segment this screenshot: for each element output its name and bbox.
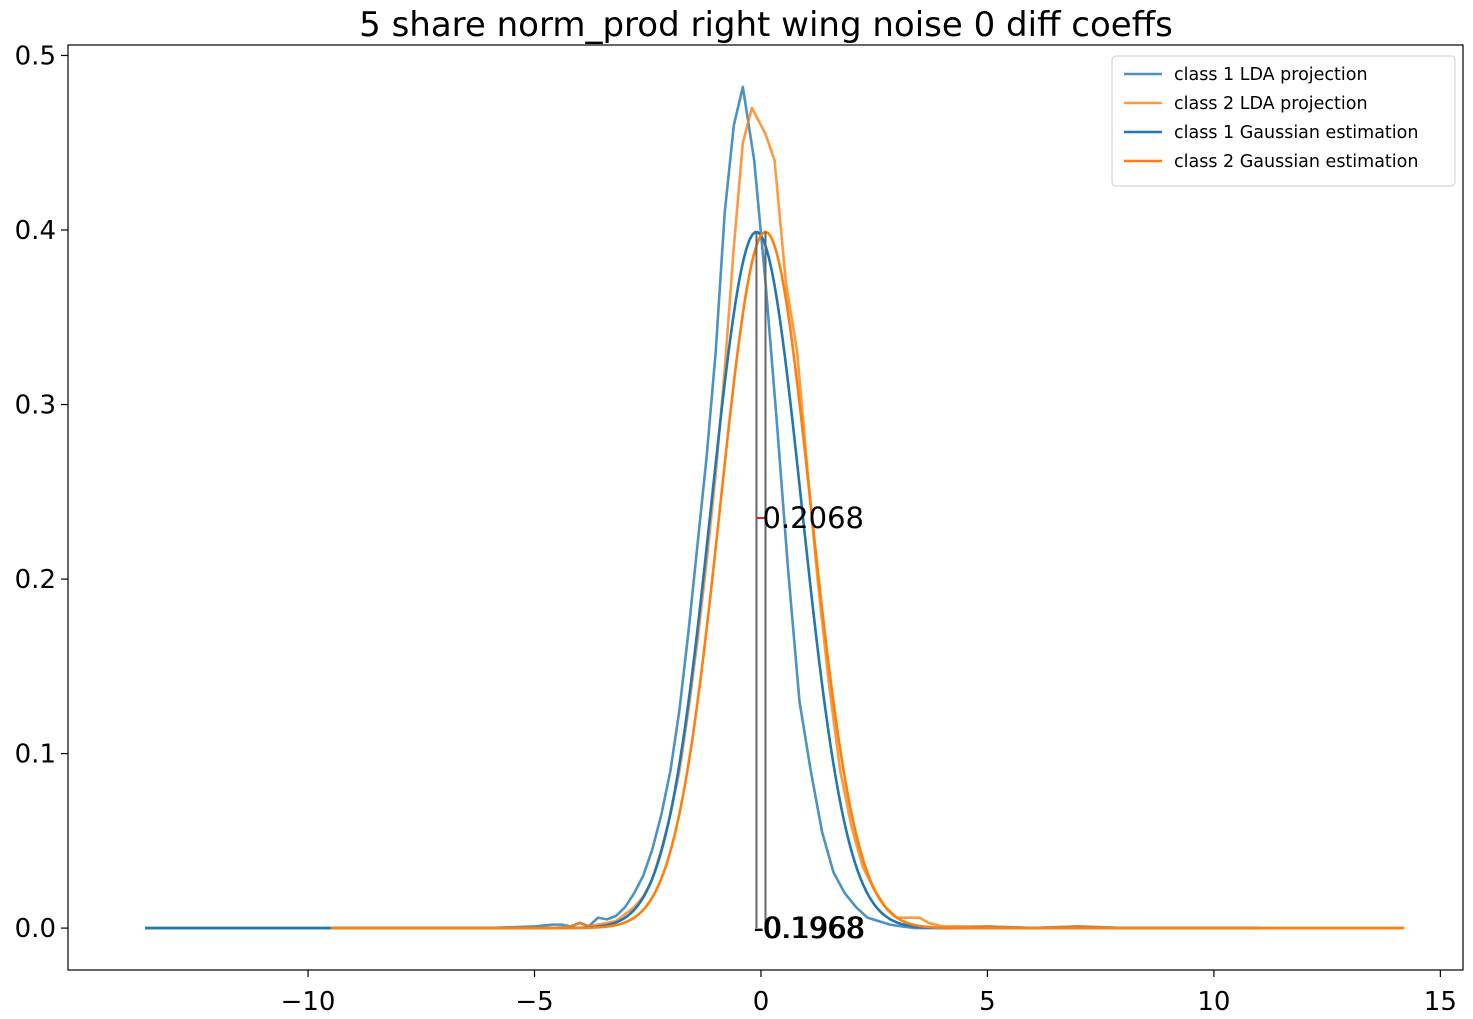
annotation-1: 0.2068 xyxy=(763,501,864,535)
legend-label: class 1 Gaussian estimation xyxy=(1174,123,1418,143)
legend-label: class 1 LDA projection xyxy=(1174,65,1368,85)
annotation-2: -0.1968 xyxy=(753,911,865,945)
y-tick-label: 0.5 xyxy=(15,41,56,71)
chart-title: 5 share norm_prod right wing noise 0 dif… xyxy=(359,5,1173,45)
x-tick-label: −5 xyxy=(515,987,553,1017)
y-tick-label: 0.4 xyxy=(15,216,56,246)
x-tick-label: 15 xyxy=(1424,987,1457,1017)
x-tick-label: 10 xyxy=(1197,987,1230,1017)
x-tick-label: 5 xyxy=(979,987,996,1017)
y-tick-label: 0.3 xyxy=(15,391,56,421)
x-tick-label: 0 xyxy=(753,987,770,1017)
y-tick-label: 0.2 xyxy=(15,565,56,595)
x-tick-label: −10 xyxy=(281,987,336,1017)
axes: −10 −5 0 5 10 15 0.0 0.1 0.2 0.3 0.4 0.5 xyxy=(15,41,1457,1017)
legend: class 1 LDA projection class 2 LDA projec… xyxy=(1111,55,1456,187)
y-tick-label: 0.0 xyxy=(15,914,56,944)
y-tick-label: 0.1 xyxy=(15,740,56,770)
series-line-4 xyxy=(330,230,1405,930)
series-line-2 xyxy=(330,106,1405,930)
legend-label: class 2 Gaussian estimation xyxy=(1174,152,1418,172)
annotation-3: 0.1968 xyxy=(763,911,864,945)
plot-frame xyxy=(67,44,1464,971)
legend-box xyxy=(1111,55,1456,187)
legend-label: class 2 LDA projection xyxy=(1174,94,1368,114)
